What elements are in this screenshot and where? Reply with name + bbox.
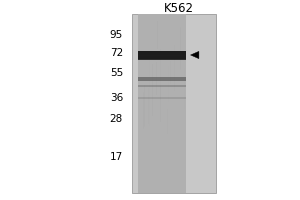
Bar (138, 53, 186, 54)
Bar (138, 85, 186, 87)
Bar (138, 58, 186, 59)
Bar (132, 14, 216, 193)
Polygon shape (190, 51, 199, 59)
Text: 72: 72 (110, 48, 123, 58)
Bar (138, 59, 186, 60)
Text: 17: 17 (110, 152, 123, 162)
Bar (138, 77, 186, 81)
Text: 95: 95 (110, 30, 123, 40)
Bar (138, 57, 186, 58)
Bar (138, 97, 186, 99)
Bar (138, 51, 186, 52)
Bar (138, 54, 186, 55)
Bar (138, 52, 186, 53)
Text: 55: 55 (110, 68, 123, 78)
Bar (138, 14, 186, 193)
Bar (138, 51, 186, 59)
Bar (138, 56, 186, 57)
Bar (138, 55, 186, 56)
Text: 36: 36 (110, 93, 123, 103)
Text: K562: K562 (164, 2, 194, 16)
Text: 28: 28 (110, 114, 123, 124)
